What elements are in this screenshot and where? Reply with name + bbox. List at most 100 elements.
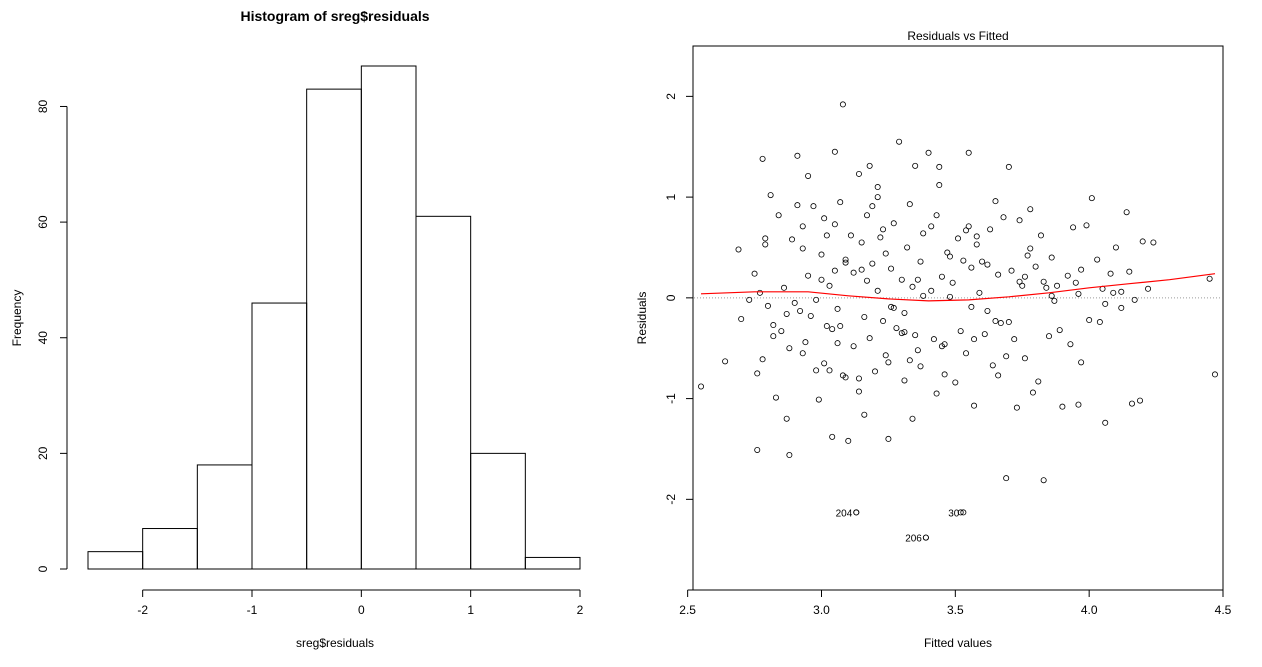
scatter-point [1070,224,1077,231]
scatter-point [920,230,927,237]
scatter-point [906,357,913,364]
scatter-point [781,284,788,291]
scatter-point [1110,289,1117,296]
scatter-point [995,372,1002,379]
scatter-point [1046,333,1053,340]
scatter-x-tick-label: 4.0 [1081,603,1098,617]
scatter-point [831,267,838,274]
scatter-point [861,411,868,418]
scatter-point [1024,252,1031,259]
scatter-point [955,235,962,242]
histogram-x-tick-label: -2 [137,603,148,617]
scatter-point [1088,195,1095,202]
histogram-x-tick-label: -1 [247,603,258,617]
scatter-point [874,194,881,201]
histogram-x-axis: -2 -1 0 1 2 [137,589,584,617]
scatter-point [928,287,935,294]
scatter-point [775,212,782,219]
scatter-point [1040,278,1047,285]
scatter-point [815,396,822,403]
scatter-x-tick-label: 3.0 [813,603,830,617]
scatter-point [981,331,988,338]
scatter-point [933,212,940,219]
scatter-point [965,149,972,156]
scatter-point [855,388,862,395]
scatter-point [1016,278,1023,285]
scatter-point [1112,244,1119,251]
scatter-point [839,101,846,108]
scatter-point [984,261,991,268]
scatter-point [912,162,919,169]
smooth-line [700,273,1216,302]
scatter-point [837,323,844,330]
scatter-point [1019,282,1026,289]
scatter-point [885,359,892,366]
scatter-y-axis-label: Residuals [635,292,649,345]
scatter-point [858,266,865,273]
scatter-point [1107,270,1114,277]
scatter-point [826,282,833,289]
scatter-point [738,316,745,323]
scatter-point [963,350,970,357]
scatter-point [834,305,841,312]
histogram-y-tick-label: 80 [36,99,50,113]
scatter-point [973,233,980,240]
scatter-point [1056,327,1063,334]
scatter-point [1059,403,1066,410]
scatter-point [767,192,774,199]
histogram-x-axis-label: sreg$residuals [296,636,374,650]
scatter-y-tick-label: -2 [664,494,678,505]
scatter-point [866,335,873,342]
scatter-point [855,170,862,177]
scatter-point [786,452,793,459]
scatter-point [858,239,865,246]
scatter-x-tick-label: 2.5 [679,603,696,617]
scatter-point [914,276,921,283]
scatter-point [901,329,908,336]
point-labels: 204 30 206 [836,508,960,544]
scatter-point [794,202,801,209]
histogram-x-tick-label: 1 [467,603,474,617]
scatter-point [928,223,935,230]
scatter-y-tick-label: 2 [664,93,678,100]
scatter-point [1027,245,1034,252]
scatter-point [917,258,924,265]
scatter-point [1094,256,1101,263]
scatter-point [810,203,817,210]
scatter-point [829,433,836,440]
scatter-point [1145,285,1152,292]
scatter-point [904,244,911,251]
scatter-point [1005,163,1012,170]
scatter-point [995,271,1002,278]
scatter-point [1137,397,1144,404]
histogram-bar [360,65,417,570]
scatter-point [976,289,983,296]
scatter-point [791,299,798,306]
scatter-point [1003,475,1010,482]
scatter-point [872,368,879,375]
scatter-point [799,245,806,252]
scatter-point [952,379,959,386]
scatter-point [799,223,806,230]
scatter-point [1016,217,1023,224]
scatter-point [751,270,758,277]
scatter-point [869,260,876,267]
scatter-point [1043,284,1050,291]
scatter-point [938,273,945,280]
scatter-point [831,148,838,155]
scatter-point [754,446,761,453]
scatter-point [987,226,994,233]
scatter-point [1067,341,1074,348]
scatter-point [807,312,814,319]
scatter-point [1032,263,1039,270]
scatter-point [783,415,790,422]
scatter-point [799,350,806,357]
scatter-points [698,101,1218,541]
scatter-point [890,220,897,227]
histogram-y-axis: 0 20 40 60 80 [36,99,68,572]
scatter-y-tick-label: 0 [664,294,678,301]
scatter-point [789,236,796,243]
scatter-point [930,336,937,343]
scatter-point [888,303,895,310]
